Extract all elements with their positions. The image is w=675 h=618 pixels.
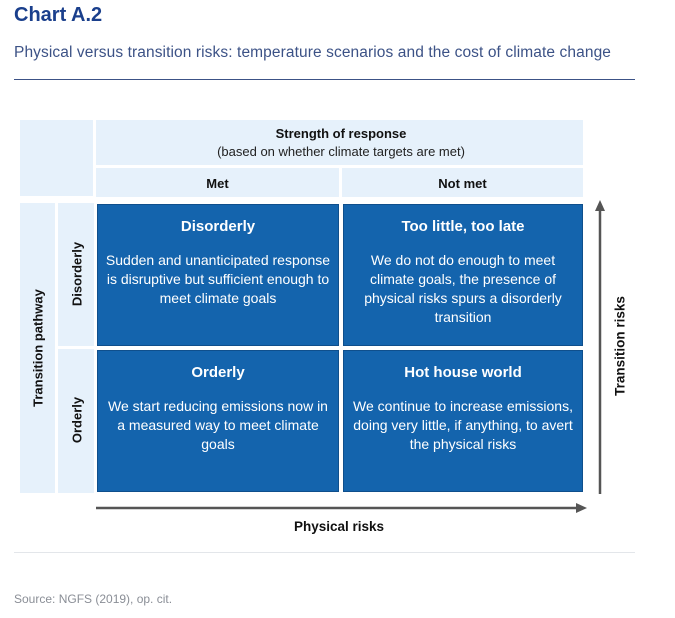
y-axis-label: Transition risks: [612, 296, 628, 396]
x-axis-label: Physical risks: [294, 519, 385, 534]
row-label-block-orderly: [58, 349, 94, 493]
quadrant-hot-house-world: Hot house world We continue to increase …: [343, 350, 583, 492]
x-axis-arrowhead: [576, 503, 587, 513]
quadrant-description: We do not do enough to meet climate goal…: [364, 252, 562, 325]
column-axis-title: Strength of response: [275, 126, 407, 141]
quadrant-description: Sudden and unanticipated response is dis…: [105, 252, 331, 306]
chart-subtitle: Physical versus transition risks: temper…: [14, 44, 612, 61]
column-axis-subtitle: (based on whether climate targets are me…: [217, 144, 465, 159]
chart-label: Chart A.2: [14, 4, 103, 26]
row-label-disorderly: Disorderly: [69, 241, 85, 307]
row-label-block-disorderly: [58, 203, 94, 346]
row-label-orderly: Orderly: [69, 396, 85, 444]
quadrant-too-little-too-late: Too little, too late We do not do enough…: [343, 204, 583, 346]
source-note: Source: NGFS (2019), op. cit.: [14, 592, 173, 606]
y-axis-arrowhead: [595, 200, 605, 211]
quadrant-title: Orderly: [191, 364, 245, 381]
footer-divider: [14, 552, 635, 553]
quadrant-title: Too little, too late: [401, 218, 525, 235]
quadrant-title: Disorderly: [180, 218, 256, 235]
corner-block: [20, 120, 93, 196]
quadrant-description: We continue to increase emissions, doing…: [353, 398, 573, 452]
row-axis-block: [20, 203, 55, 493]
quadrant-orderly: Orderly We start reducing emissions now …: [97, 350, 339, 492]
column-label-met: Met: [206, 176, 229, 191]
title-divider: [14, 79, 635, 80]
column-label-block-met: [96, 168, 339, 197]
quadrant-description: We start reducing emissions now in a mea…: [108, 398, 328, 452]
column-label-block-not-met: [342, 168, 583, 197]
column-label-not-met: Not met: [438, 176, 487, 191]
column-header-block: [96, 120, 583, 165]
row-axis-title: Transition pathway: [30, 289, 46, 407]
quadrant-title: Hot house world: [404, 364, 522, 381]
quadrant-disorderly: Disorderly Sudden and unanticipated resp…: [97, 204, 339, 346]
